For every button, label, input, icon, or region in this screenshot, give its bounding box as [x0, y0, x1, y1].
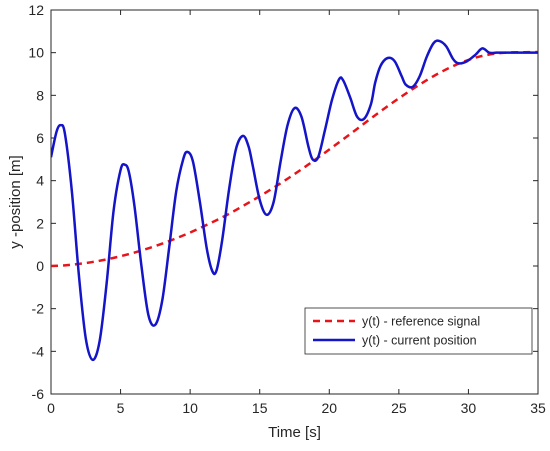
y-tick-label: 6	[36, 130, 44, 146]
x-tick-label: 35	[530, 400, 546, 416]
y-tick-label: -6	[32, 386, 45, 402]
series-current-line	[51, 39, 538, 362]
x-tick-label: 15	[252, 400, 268, 416]
x-tick-label: 20	[321, 400, 337, 416]
y-tick-label: 12	[28, 2, 44, 18]
y-tick-label: 4	[36, 173, 44, 189]
y-tick-label: 10	[28, 45, 44, 61]
y-tick-label: 2	[36, 215, 44, 231]
y-tick-label: 8	[36, 87, 44, 103]
legend-box	[304, 307, 533, 355]
x-axis-label: Time [s]	[268, 424, 321, 441]
legend-label-reference: y(t) - reference signal	[362, 315, 480, 329]
y-tick-label: 0	[36, 258, 44, 274]
y-tick-label: -2	[32, 301, 45, 317]
x-tick-label: 10	[182, 400, 198, 416]
x-tick-label: 0	[47, 400, 55, 416]
y-axis-label: y -position [m]	[7, 155, 24, 248]
axis-ticks: 0 5 10 15 20 25 30 35 -6 -4 -2 0 2 4 6 8 10 12	[28, 2, 546, 416]
x-tick-label: 5	[117, 400, 125, 416]
series-layer	[51, 39, 538, 362]
x-tick-label: 30	[461, 400, 477, 416]
legend-label-current: y(t) - current position	[362, 334, 477, 348]
y-tick-label: -4	[32, 343, 45, 359]
x-tick-label: 25	[391, 400, 407, 416]
series-reference-line	[51, 50, 538, 268]
legend: y(t) - reference signal y(t) - current p…	[304, 307, 533, 355]
